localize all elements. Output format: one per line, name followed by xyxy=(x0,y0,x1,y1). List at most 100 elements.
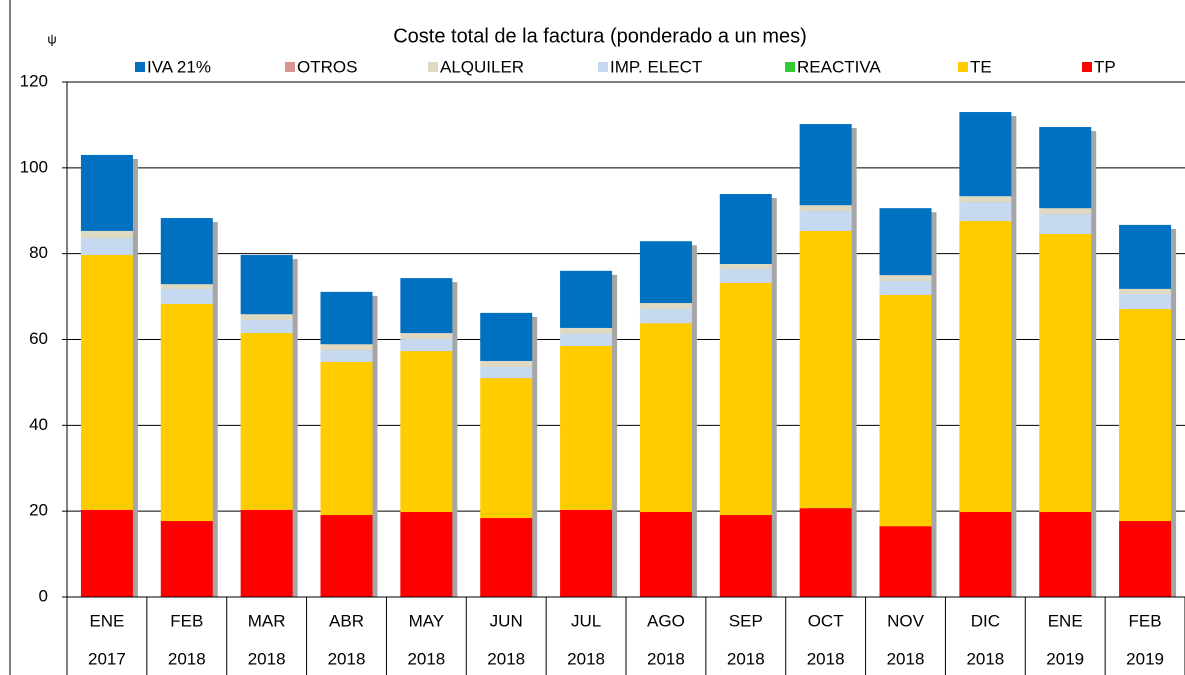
chart-title: Coste total de la factura (ponderado a u… xyxy=(393,25,807,47)
bar-segment xyxy=(1039,233,1092,513)
bar-segment xyxy=(320,344,373,351)
x-tick-label: JUL xyxy=(571,611,601,630)
bar-segment xyxy=(400,351,453,513)
bar-segment xyxy=(480,518,533,597)
x-tick-label-year: 2018 xyxy=(487,649,525,668)
y-tick-label: 120 xyxy=(20,71,48,90)
y-tick-label: 40 xyxy=(29,415,48,434)
bar-segment xyxy=(879,526,932,597)
x-tick-label-year: 2018 xyxy=(407,649,445,668)
bar-segment xyxy=(639,309,692,324)
bar-segment xyxy=(480,360,533,367)
y-tick-label: 100 xyxy=(20,157,48,176)
bar-segment xyxy=(480,366,533,379)
bar-segment xyxy=(400,339,453,352)
bar-segment xyxy=(719,515,772,597)
bar-segment xyxy=(639,512,692,597)
bar-segment xyxy=(160,284,213,289)
bar-segment xyxy=(240,333,293,510)
bar-segment xyxy=(400,278,453,334)
legend-swatch xyxy=(958,62,968,72)
x-tick-label: DIC xyxy=(971,611,1000,630)
x-tick-label-year: 2018 xyxy=(168,649,206,668)
x-tick-label: NOV xyxy=(887,611,925,630)
legend-label: TP xyxy=(1094,57,1116,76)
bar-segment xyxy=(879,281,932,295)
bar-segment xyxy=(80,254,133,510)
bar-segment xyxy=(240,254,293,315)
bar-segment xyxy=(1039,214,1092,234)
y-tick-label: 60 xyxy=(29,329,48,348)
bar-segment xyxy=(400,512,453,597)
bar-segment xyxy=(879,275,932,282)
legend-label: REACTIVA xyxy=(797,57,881,76)
bar-segment xyxy=(80,154,133,231)
bar-segment xyxy=(1119,294,1172,310)
x-tick-label-year: 2019 xyxy=(1126,649,1164,668)
x-tick-label: FEB xyxy=(1129,611,1162,630)
x-tick-label-year: 2019 xyxy=(1046,649,1084,668)
x-tick-label: SEP xyxy=(729,611,763,630)
bar-segment xyxy=(80,238,133,255)
x-tick-label: OCT xyxy=(808,611,844,630)
bar-segment xyxy=(959,221,1012,513)
bar-segment xyxy=(320,350,373,362)
bar-segment xyxy=(879,208,932,276)
bar-segment xyxy=(879,294,932,527)
bar-segment xyxy=(480,378,533,519)
x-tick-label-year: 2018 xyxy=(567,649,605,668)
x-tick-label-year: 2018 xyxy=(887,649,925,668)
legend-label: TE xyxy=(970,57,992,76)
bar-segment xyxy=(1119,521,1172,597)
x-tick-label: ABR xyxy=(329,611,364,630)
x-tick-label: ENE xyxy=(1048,611,1083,630)
x-tick-label: ENE xyxy=(89,611,124,630)
bar-segment xyxy=(240,509,293,597)
bar-segment xyxy=(959,196,1012,203)
bar-segment xyxy=(160,288,213,304)
bar-segment xyxy=(639,323,692,513)
bar-segment xyxy=(799,230,852,509)
x-tick-label: FEB xyxy=(170,611,203,630)
legend-swatch xyxy=(135,62,145,72)
y-axis-label: ψ xyxy=(47,31,56,46)
x-tick-label-year: 2017 xyxy=(88,649,126,668)
bar-segment xyxy=(719,282,772,516)
y-tick-label: 0 xyxy=(39,586,48,605)
legend-swatch xyxy=(285,62,295,72)
legend-swatch xyxy=(428,62,438,72)
legend-label: OTROS xyxy=(297,57,357,76)
x-tick-label-year: 2018 xyxy=(328,649,366,668)
y-tick-label: 20 xyxy=(29,501,48,520)
bar-segment xyxy=(560,345,613,510)
bar-segment xyxy=(320,361,373,516)
x-tick-label: MAY xyxy=(409,611,445,630)
x-tick-label: JUN xyxy=(490,611,523,630)
bar-segment xyxy=(560,327,613,334)
legend-label: ALQUILER xyxy=(440,57,524,76)
bar-segment xyxy=(240,320,293,334)
x-tick-label-year: 2018 xyxy=(727,649,765,668)
legend-swatch xyxy=(1082,62,1092,72)
bar-segment xyxy=(80,230,133,239)
bar-segment xyxy=(1039,512,1092,597)
bar-segment xyxy=(799,205,852,212)
x-tick-label: AGO xyxy=(647,611,685,630)
x-tick-label-year: 2018 xyxy=(248,649,286,668)
bar-segment xyxy=(160,218,213,285)
bar-segment xyxy=(719,263,772,270)
bar-segment xyxy=(799,508,852,597)
x-tick-label-year: 2018 xyxy=(807,649,845,668)
legend-label: IMP. ELECT xyxy=(610,57,702,76)
bar-segment xyxy=(560,509,613,597)
x-tick-label-year: 2018 xyxy=(647,649,685,668)
bar-segment xyxy=(959,202,1012,222)
bar-segment xyxy=(639,303,692,310)
legend-swatch xyxy=(785,62,795,72)
bar-segment xyxy=(80,509,133,597)
bar-segment xyxy=(1039,127,1092,209)
legend-swatch xyxy=(598,62,608,72)
bar-segment xyxy=(1119,224,1172,289)
bar-segment xyxy=(560,333,613,346)
bar-segment xyxy=(799,211,852,231)
